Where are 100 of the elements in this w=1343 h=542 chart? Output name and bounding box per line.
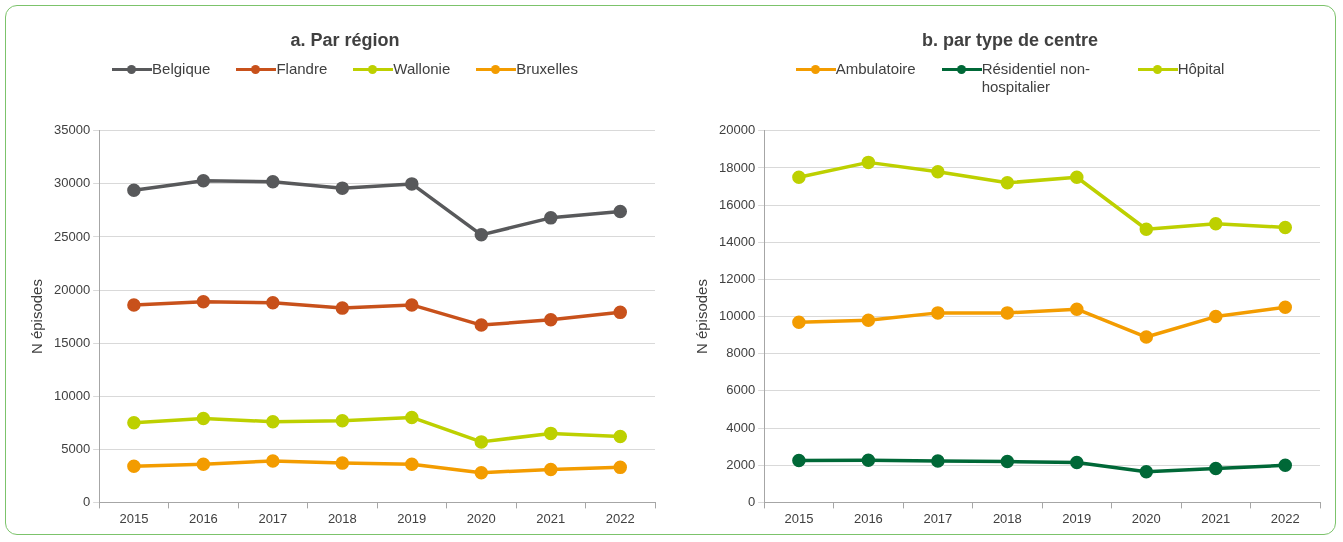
y-tick-label: 6000 (726, 382, 756, 398)
point (931, 454, 945, 468)
point (861, 453, 876, 467)
y-tick-label: 0 (747, 493, 756, 509)
point (1000, 176, 1015, 190)
point (1070, 302, 1084, 316)
point (1278, 458, 1293, 472)
point (1070, 455, 1084, 470)
y-tick-label: 15000 (53, 334, 91, 350)
y-tick-label: 10000 (718, 308, 756, 324)
point (1209, 309, 1223, 324)
legend-label: Hôpital (1177, 60, 1225, 78)
y-tick-label: 35000 (53, 122, 91, 138)
chart-title: b. par type de centre (920, 30, 1100, 52)
point (1209, 216, 1223, 231)
x-tick-label: 2020 (466, 510, 496, 526)
x-tick-label: 2016 (188, 510, 218, 526)
point (1139, 464, 1154, 479)
y-tick-label: 18000 (718, 159, 756, 175)
point (335, 301, 350, 315)
point (1139, 330, 1154, 344)
legend-label: Résidentiel non-hospitalier (981, 60, 1092, 96)
y-tick-label: 2000 (726, 456, 756, 472)
x-tick-label: 2021 (536, 510, 566, 526)
x-tick-label: 2022 (1270, 510, 1300, 526)
legend-label: Belgique (152, 60, 211, 78)
y-tick-label: 5000 (61, 440, 91, 456)
point (405, 410, 419, 425)
point (335, 413, 350, 428)
point (544, 313, 558, 327)
point (861, 155, 876, 170)
point (266, 175, 280, 189)
y-axis-title: N épisodes (28, 279, 46, 355)
point (613, 204, 628, 219)
point (196, 411, 211, 426)
x-tick-label: 2015 (784, 510, 814, 526)
point (861, 313, 876, 328)
point (792, 315, 806, 329)
y-tick-label: 20000 (718, 122, 756, 138)
point (474, 435, 489, 449)
point (931, 164, 945, 179)
point (613, 429, 628, 444)
point (1000, 454, 1015, 469)
x-tick-label: 2018 (992, 510, 1022, 526)
y-tick-label: 14000 (718, 233, 756, 249)
x-tick-label: 2022 (605, 510, 635, 526)
y-tick-label: 25000 (53, 228, 91, 244)
x-tick-label: 2019 (1062, 510, 1092, 526)
point (266, 296, 280, 310)
point (405, 177, 419, 191)
point (474, 465, 489, 480)
point (613, 460, 628, 475)
point (1278, 220, 1293, 235)
x-tick-label: 2017 (258, 510, 288, 526)
x-tick-label: 2019 (397, 510, 427, 526)
point (196, 294, 211, 309)
point (613, 305, 628, 320)
x-tick-label: 2017 (923, 510, 953, 526)
point (405, 298, 419, 312)
chart-title: a. Par région (289, 30, 401, 52)
legend-label: Bruxelles (516, 60, 578, 78)
legend-label: Wallonie (393, 60, 451, 78)
point (544, 462, 558, 477)
y-tick-label: 16000 (718, 196, 756, 212)
point (474, 228, 489, 242)
x-tick-label: 2016 (853, 510, 883, 526)
y-tick-label: 30000 (53, 175, 91, 191)
point (544, 426, 558, 441)
y-tick-label: 10000 (53, 387, 91, 403)
point (474, 318, 489, 332)
point (405, 457, 419, 471)
point (1070, 170, 1084, 184)
x-tick-label: 2018 (327, 510, 357, 526)
point (196, 173, 211, 188)
y-tick-label: 0 (82, 493, 91, 509)
point (544, 211, 558, 225)
y-tick-label: 12000 (718, 271, 756, 287)
point (196, 457, 211, 471)
x-tick-label: 2021 (1201, 510, 1231, 526)
y-axis-title: N épisodes (693, 279, 711, 355)
point (335, 456, 350, 470)
point (266, 414, 280, 429)
point (127, 183, 141, 198)
point (931, 306, 945, 320)
legend-label: Ambulatoire (835, 60, 916, 78)
x-tick-label: 2020 (1131, 510, 1161, 526)
y-tick-label: 8000 (726, 345, 756, 361)
y-tick-label: 4000 (726, 419, 756, 435)
point (1139, 222, 1154, 237)
y-tick-label: 20000 (53, 281, 91, 297)
point (127, 416, 141, 430)
point (127, 459, 141, 474)
point (335, 181, 350, 195)
legend-label: Flandre (276, 60, 328, 78)
x-tick-label: 2015 (119, 510, 149, 526)
point (1000, 306, 1015, 320)
point (1278, 300, 1293, 315)
point (792, 170, 806, 184)
point (266, 454, 280, 468)
point (1209, 461, 1223, 476)
